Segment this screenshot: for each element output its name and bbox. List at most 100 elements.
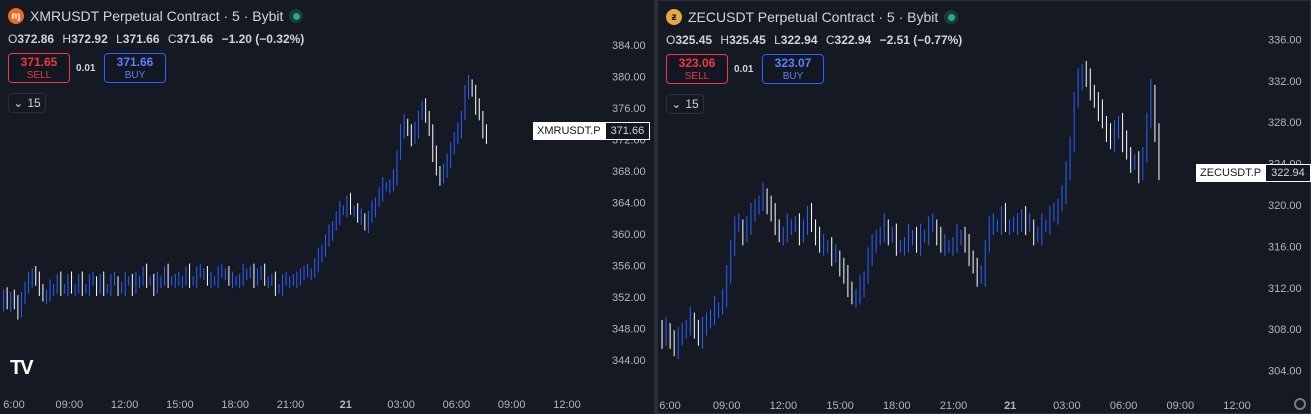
low-label: L: [116, 32, 123, 46]
y-tick-label: 348.00: [612, 323, 646, 335]
y-tick-label: 380.00: [612, 71, 646, 83]
x-tick-label: 12:00: [770, 400, 798, 412]
x-tick-label: 09:00: [56, 399, 84, 411]
x-tick-label: 03:00: [387, 399, 415, 411]
buy-price: 371.66: [116, 55, 154, 69]
low-value: 371.66: [122, 32, 160, 46]
sell-label: SELL: [684, 71, 710, 82]
change-value: −1.20 (−0.32%): [221, 32, 305, 46]
close-value: 322.94: [834, 33, 872, 47]
indicator-collapse-toggle[interactable]: ⌄ 15: [666, 94, 704, 114]
gear-icon[interactable]: [1294, 398, 1306, 410]
close-label: C: [825, 33, 835, 47]
x-tick-label: 6:00: [3, 399, 24, 411]
last-price-tag: ZECUSDT.P 322.94: [1196, 164, 1311, 182]
close-label: C: [167, 32, 177, 46]
buy-label: BUY: [782, 71, 804, 82]
symbol-title[interactable]: ZECUSDT Perpetual Contract · 5 · Bybit: [688, 9, 939, 25]
x-tick-label: 15:00: [166, 399, 194, 411]
y-tick-label: 320.00: [1268, 200, 1302, 212]
y-tick-label: 344.00: [612, 355, 646, 367]
y-tick-label: 336.00: [1268, 34, 1302, 46]
high-label: H: [62, 32, 72, 46]
y-tick-label: 368.00: [612, 166, 646, 178]
tradingview-logo-icon[interactable]: TV: [10, 357, 34, 379]
high-value: 325.45: [729, 33, 766, 47]
price-tag-symbol: ZECUSDT.P: [1196, 164, 1266, 182]
price-tag-value: 322.94: [1265, 164, 1311, 182]
y-tick-label: 360.00: [612, 229, 646, 241]
buy-price: 323.07: [774, 56, 812, 70]
change-value: −2.51 (−0.77%): [879, 33, 963, 47]
y-tick-label: 316.00: [1268, 241, 1302, 253]
indicator-count: 15: [685, 97, 699, 111]
symbol-title[interactable]: XMRUSDT Perpetual Contract · 5 · Bybit: [30, 8, 284, 24]
x-tick-label: 12:00: [1223, 400, 1251, 412]
open-label: O: [666, 33, 676, 47]
x-tick-label: 21:00: [940, 400, 968, 412]
market-open-icon: [289, 9, 304, 23]
price-tag-value: 371.66: [604, 122, 651, 140]
y-tick-label: 312.00: [1268, 283, 1302, 295]
x-tick-label: 09:00: [498, 399, 526, 411]
x-tick-label: 06:00: [1110, 400, 1138, 412]
x-tick-label: 18:00: [221, 399, 249, 411]
x-tick-label: 21: [340, 399, 352, 411]
x-tick-label: 6:00: [659, 400, 680, 412]
sell-price: 323.06: [678, 56, 716, 70]
x-tick-label: 06:00: [443, 399, 471, 411]
y-tick-label: 356.00: [612, 260, 646, 272]
x-tick-label: 09:00: [1167, 400, 1195, 412]
symbol-header[interactable]: ƶ ZECUSDT Perpetual Contract · 5 · Bybit: [666, 9, 959, 25]
x-tick-label: 18:00: [883, 400, 911, 412]
y-tick-label: 328.00: [1268, 117, 1302, 129]
y-tick-label: 304.00: [1268, 366, 1302, 378]
x-tick-label: 09:00: [713, 400, 741, 412]
y-tick-label: 384.00: [612, 40, 646, 52]
x-tick-label: 21:00: [277, 399, 305, 411]
indicator-collapse-toggle[interactable]: ⌄ 15: [8, 93, 46, 113]
y-tick-label: 308.00: [1268, 324, 1302, 336]
indicator-count: 15: [27, 96, 41, 110]
x-tick-label: 21: [1004, 400, 1016, 412]
high-label: H: [720, 33, 730, 47]
y-tick-label: 376.00: [612, 103, 646, 115]
price-tag-symbol: XMRUSDT.P: [533, 122, 605, 140]
x-tick-label: 12:00: [111, 399, 139, 411]
price-chart-zecusdt[interactable]: 336.00332.00328.00324.00320.00316.00312.…: [658, 1, 1310, 413]
y-tick-label: 352.00: [612, 292, 646, 304]
open-value: 325.45: [675, 33, 713, 47]
last-price-tag: XMRUSDT.P 371.66: [533, 122, 651, 140]
high-value: 372.92: [71, 32, 108, 46]
open-label: O: [8, 32, 18, 46]
pane-divider[interactable]: [654, 0, 657, 414]
spread-value: 0.01: [734, 64, 754, 75]
x-tick-label: 12:00: [553, 399, 581, 411]
x-tick-label: 15:00: [826, 400, 854, 412]
chevron-down-icon: ⌄: [671, 97, 682, 111]
zcash-icon: ƶ: [666, 9, 682, 25]
chart-pane-xmrusdt[interactable]: 384.00 380.00 376.00 372.00 368.00 364.00 360.…: [0, 0, 654, 414]
ohlc-legend: O325.45 H325.45 L322.94 C322.94 −2.51 (−…: [666, 33, 962, 47]
monero-icon: ɱ: [8, 8, 24, 24]
price-chart-xmrusdt[interactable]: 384.00380.00376.00372.00368.00364.00360.…: [0, 0, 654, 414]
buy-button[interactable]: 371.66 BUY: [104, 53, 166, 83]
sell-price: 371.65: [20, 55, 58, 69]
y-tick-label: 364.00: [612, 197, 646, 209]
buy-label: BUY: [124, 70, 146, 81]
open-value: 372.86: [17, 32, 55, 46]
y-tick-label: 332.00: [1268, 76, 1302, 88]
x-tick-label: 03:00: [1053, 400, 1081, 412]
low-label: L: [774, 33, 781, 47]
buy-button[interactable]: 323.07 BUY: [762, 54, 824, 84]
symbol-header[interactable]: ɱ XMRUSDT Perpetual Contract · 5 · Bybit: [8, 8, 304, 24]
sell-button[interactable]: 371.65 SELL: [8, 53, 70, 83]
low-value: 322.94: [780, 33, 818, 47]
chart-pane-zecusdt[interactable]: 336.00332.00328.00324.00320.00316.00312.…: [657, 0, 1311, 414]
market-open-icon: [944, 10, 959, 24]
spread-value: 0.01: [76, 63, 96, 74]
chevron-down-icon: ⌄: [13, 96, 24, 110]
sell-label: SELL: [26, 70, 52, 81]
sell-button[interactable]: 323.06 SELL: [666, 54, 728, 84]
ohlc-legend: O372.86 H372.92 L371.66 C371.66 −1.20 (−…: [8, 32, 304, 46]
